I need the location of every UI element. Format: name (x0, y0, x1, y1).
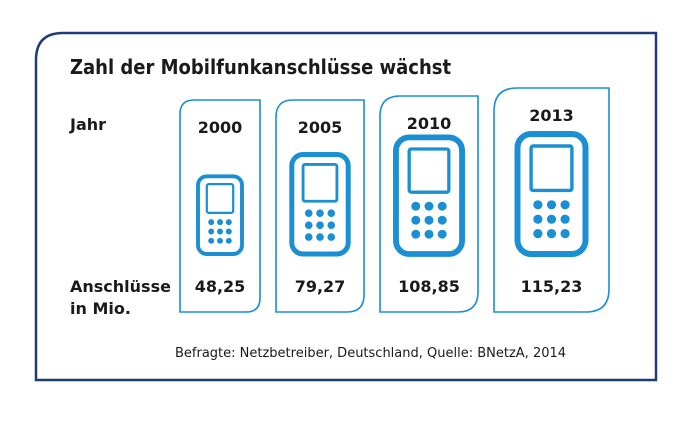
phone-key (424, 201, 434, 211)
phone-key (225, 228, 232, 235)
phone-key (304, 221, 313, 229)
value-label: 108,85 (398, 277, 460, 296)
value-label: 79,27 (295, 277, 346, 296)
year-label: 2005 (298, 118, 343, 137)
phone-key (533, 200, 543, 210)
phone-key (437, 201, 447, 211)
phone-key (546, 229, 557, 239)
phone-screen (407, 147, 451, 194)
phone-key (533, 214, 543, 224)
phone-key (437, 215, 447, 225)
phone-key (560, 200, 570, 210)
phone-key (437, 229, 447, 239)
phone-key (560, 229, 570, 239)
phone-key (316, 209, 324, 218)
phone-key (217, 219, 223, 226)
phone-key (208, 219, 215, 226)
phone-key (208, 228, 215, 235)
mobile-phone-icon (196, 174, 244, 256)
source-note: Befragte: Netzbetreiber, Deutschland, Qu… (175, 346, 567, 361)
mobile-phone-icon (514, 131, 589, 257)
chart-columns: 2000 48,25 2005 79,27 2010 108,85 2013 115,23 (179, 87, 610, 313)
phone-key (411, 201, 421, 211)
phone-key (533, 229, 543, 239)
mobile-phone-icon (289, 151, 351, 257)
year-label: 2013 (529, 106, 574, 125)
phone-key (560, 214, 570, 224)
phone-key (546, 200, 557, 210)
phone-key (304, 233, 313, 241)
year-label: 2010 (407, 114, 452, 133)
phone-key (225, 237, 232, 244)
phone-key (424, 215, 434, 225)
mobile-phone-icon (393, 134, 465, 257)
phone-key (424, 229, 434, 239)
phone-key (217, 228, 223, 235)
year-label: 2000 (198, 118, 243, 137)
year-row-label: Jahr (70, 115, 107, 134)
phone-body (289, 151, 351, 257)
phone-key (208, 237, 215, 244)
phone-key (327, 209, 336, 218)
phone-key (217, 237, 223, 244)
phone-key (411, 215, 421, 225)
column-frame (179, 99, 261, 313)
phone-screen (301, 163, 339, 203)
phone-body (393, 134, 465, 257)
connections-label-line1: Anschlüsse (70, 277, 171, 296)
column-frame (275, 99, 365, 313)
column-frame (493, 87, 610, 313)
connections-label-line2: in Mio. (70, 299, 131, 318)
phone-key (304, 209, 313, 218)
phone-key (411, 229, 421, 239)
value-label: 48,25 (195, 277, 246, 296)
chart-title: Zahl der Mobilfunkanschlüsse wächst (70, 55, 452, 79)
phone-key (546, 214, 557, 224)
phone-key (225, 219, 232, 226)
value-label: 115,23 (521, 277, 583, 296)
phone-key (316, 221, 324, 229)
column-frame (379, 95, 479, 313)
phone-key (316, 233, 324, 241)
phone-body (196, 174, 244, 256)
phone-screen (529, 144, 574, 193)
phone-key (327, 221, 336, 229)
phone-key (327, 233, 336, 241)
outer-frame (34, 31, 658, 382)
connections-row-label: Anschlüsse in Mio. (70, 276, 171, 320)
phone-body (514, 131, 589, 257)
phone-screen (205, 183, 235, 214)
